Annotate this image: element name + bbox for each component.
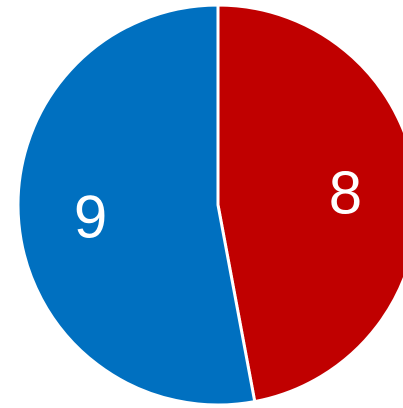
pie-slice-0 — [216, 3, 403, 404]
pie-slice-1 — [16, 3, 257, 407]
pie-slices — [16, 3, 403, 407]
data-label-0: 8 — [329, 160, 362, 227]
data-label-1: 9 — [74, 183, 107, 250]
pie-data-labels: 89 — [74, 160, 362, 251]
